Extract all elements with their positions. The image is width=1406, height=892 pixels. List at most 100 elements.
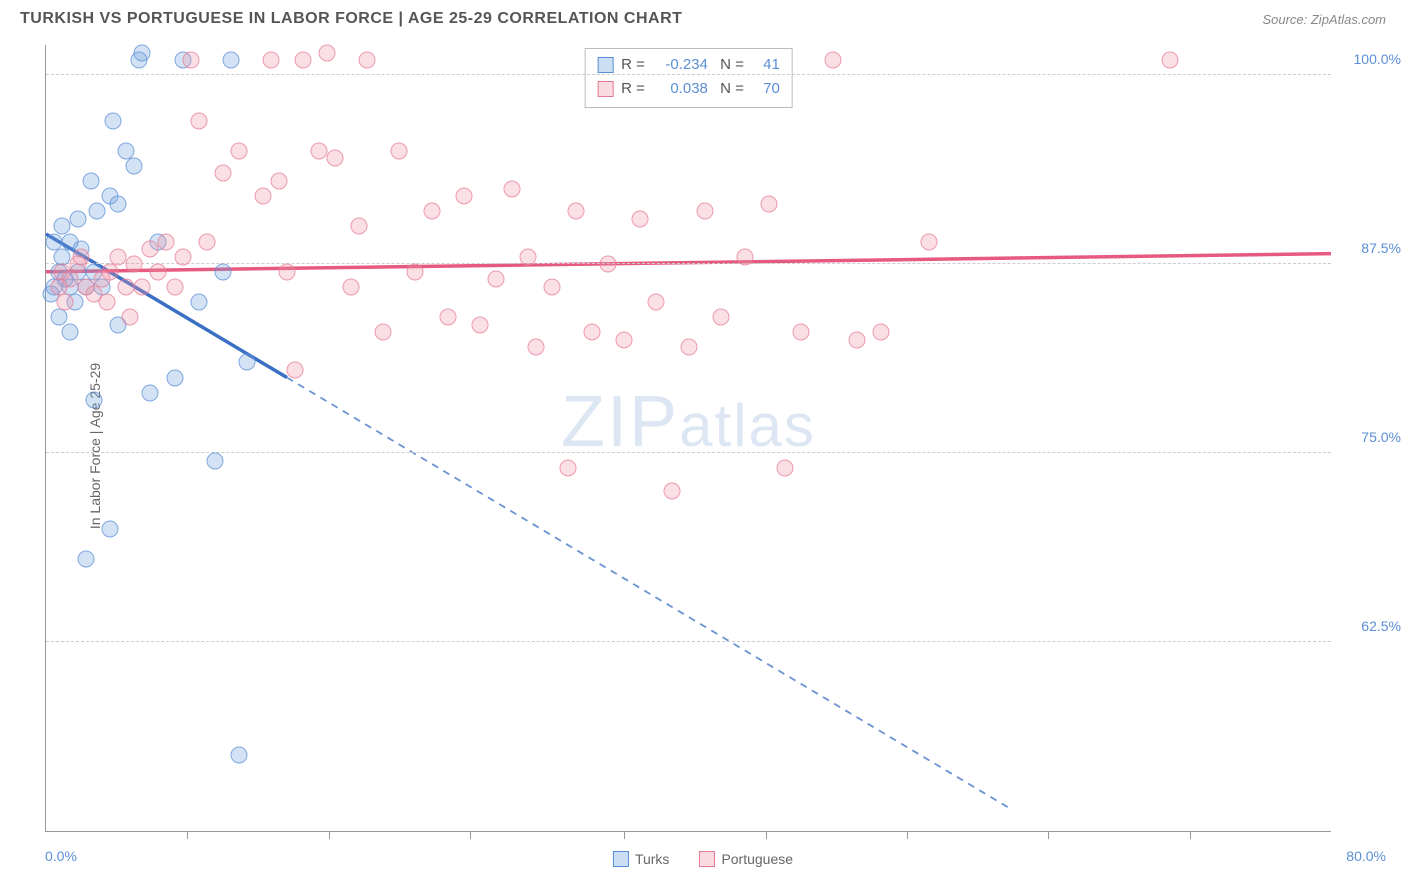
- scatter-point: [792, 324, 809, 341]
- scatter-point: [214, 263, 231, 280]
- scatter-point: [166, 369, 183, 386]
- scatter-point: [214, 165, 231, 182]
- chart-header: TURKISH VS PORTUGUESE IN LABOR FORCE | A…: [0, 0, 1406, 36]
- scatter-point: [359, 52, 376, 69]
- scatter-point: [262, 52, 279, 69]
- x-tick: [329, 831, 330, 839]
- legend-item-portuguese: Portuguese: [699, 851, 793, 867]
- scatter-point: [616, 331, 633, 348]
- n-value-portuguese: 70: [752, 77, 780, 101]
- scatter-point: [343, 278, 360, 295]
- y-tick-label: 62.5%: [1341, 618, 1401, 634]
- x-tick: [766, 831, 767, 839]
- scatter-point: [121, 309, 138, 326]
- scatter-point: [568, 203, 585, 220]
- x-tick: [907, 831, 908, 839]
- scatter-point: [230, 142, 247, 159]
- scatter-point: [54, 218, 71, 235]
- gridline: [46, 74, 1331, 75]
- scatter-point: [198, 233, 215, 250]
- scatter-point: [73, 248, 90, 265]
- scatter-point: [134, 44, 151, 61]
- scatter-point: [158, 233, 175, 250]
- swatch-turks-icon: [613, 851, 629, 867]
- scatter-point: [126, 157, 143, 174]
- scatter-point: [873, 324, 890, 341]
- swatch-portuguese-icon: [699, 851, 715, 867]
- scatter-point: [407, 263, 424, 280]
- gridline: [46, 263, 1331, 264]
- scatter-point: [110, 248, 127, 265]
- scatter-point: [519, 248, 536, 265]
- scatter-point: [57, 293, 74, 310]
- scatter-point: [254, 188, 271, 205]
- scatter-point: [166, 278, 183, 295]
- gridline: [46, 641, 1331, 642]
- scatter-point: [270, 173, 287, 190]
- scatter-point: [222, 52, 239, 69]
- r-value-portuguese: 0.038: [653, 77, 708, 101]
- scatter-point: [503, 180, 520, 197]
- scatter-point: [423, 203, 440, 220]
- legend-label-portuguese: Portuguese: [721, 851, 793, 867]
- scatter-point: [150, 263, 167, 280]
- scatter-point: [487, 271, 504, 288]
- scatter-point: [126, 256, 143, 273]
- scatter-point: [70, 210, 87, 227]
- source-label: Source: ZipAtlas.com: [1262, 12, 1386, 27]
- scatter-point: [118, 278, 135, 295]
- trend-lines: [46, 45, 1331, 831]
- scatter-point: [776, 460, 793, 477]
- scatter-point: [921, 233, 938, 250]
- x-tick: [187, 831, 188, 839]
- scatter-point: [391, 142, 408, 159]
- x-tick: [1190, 831, 1191, 839]
- scatter-point: [278, 263, 295, 280]
- x-tick: [1048, 831, 1049, 839]
- scatter-point: [560, 460, 577, 477]
- scatter-point: [311, 142, 328, 159]
- scatter-point: [543, 278, 560, 295]
- scatter-point: [439, 309, 456, 326]
- scatter-point: [99, 293, 116, 310]
- watermark: ZIPatlas: [561, 381, 816, 463]
- scatter-point: [78, 550, 95, 567]
- scatter-point: [190, 112, 207, 129]
- scatter-point: [696, 203, 713, 220]
- scatter-point: [110, 195, 127, 212]
- scatter-point: [105, 112, 122, 129]
- scatter-point: [50, 309, 67, 326]
- scatter-point: [190, 293, 207, 310]
- scatter-point: [351, 218, 368, 235]
- gridline: [46, 452, 1331, 453]
- scatter-chart: ZIPatlas R = -0.234 N = 41 R = 0.038 N =…: [45, 45, 1331, 832]
- swatch-portuguese-icon: [597, 81, 613, 97]
- scatter-point: [375, 324, 392, 341]
- legend-bottom: Turks Portuguese: [613, 851, 793, 867]
- scatter-point: [182, 52, 199, 69]
- scatter-point: [134, 278, 151, 295]
- scatter-point: [584, 324, 601, 341]
- scatter-point: [319, 44, 336, 61]
- scatter-point: [600, 256, 617, 273]
- scatter-point: [82, 173, 99, 190]
- scatter-point: [1162, 52, 1179, 69]
- scatter-point: [825, 52, 842, 69]
- chart-title: TURKISH VS PORTUGUESE IN LABOR FORCE | A…: [20, 10, 682, 28]
- scatter-point: [648, 293, 665, 310]
- y-tick-label: 100.0%: [1341, 51, 1401, 67]
- scatter-point: [455, 188, 472, 205]
- scatter-point: [86, 392, 103, 409]
- scatter-point: [62, 324, 79, 341]
- y-tick-label: 75.0%: [1341, 429, 1401, 445]
- scatter-point: [849, 331, 866, 348]
- y-tick-label: 87.5%: [1341, 240, 1401, 256]
- scatter-point: [632, 210, 649, 227]
- scatter-point: [102, 263, 119, 280]
- scatter-point: [680, 339, 697, 356]
- scatter-point: [327, 150, 344, 167]
- scatter-point: [238, 354, 255, 371]
- scatter-point: [102, 520, 119, 537]
- stats-legend-box: R = -0.234 N = 41 R = 0.038 N = 70: [584, 48, 793, 108]
- legend-item-turks: Turks: [613, 851, 669, 867]
